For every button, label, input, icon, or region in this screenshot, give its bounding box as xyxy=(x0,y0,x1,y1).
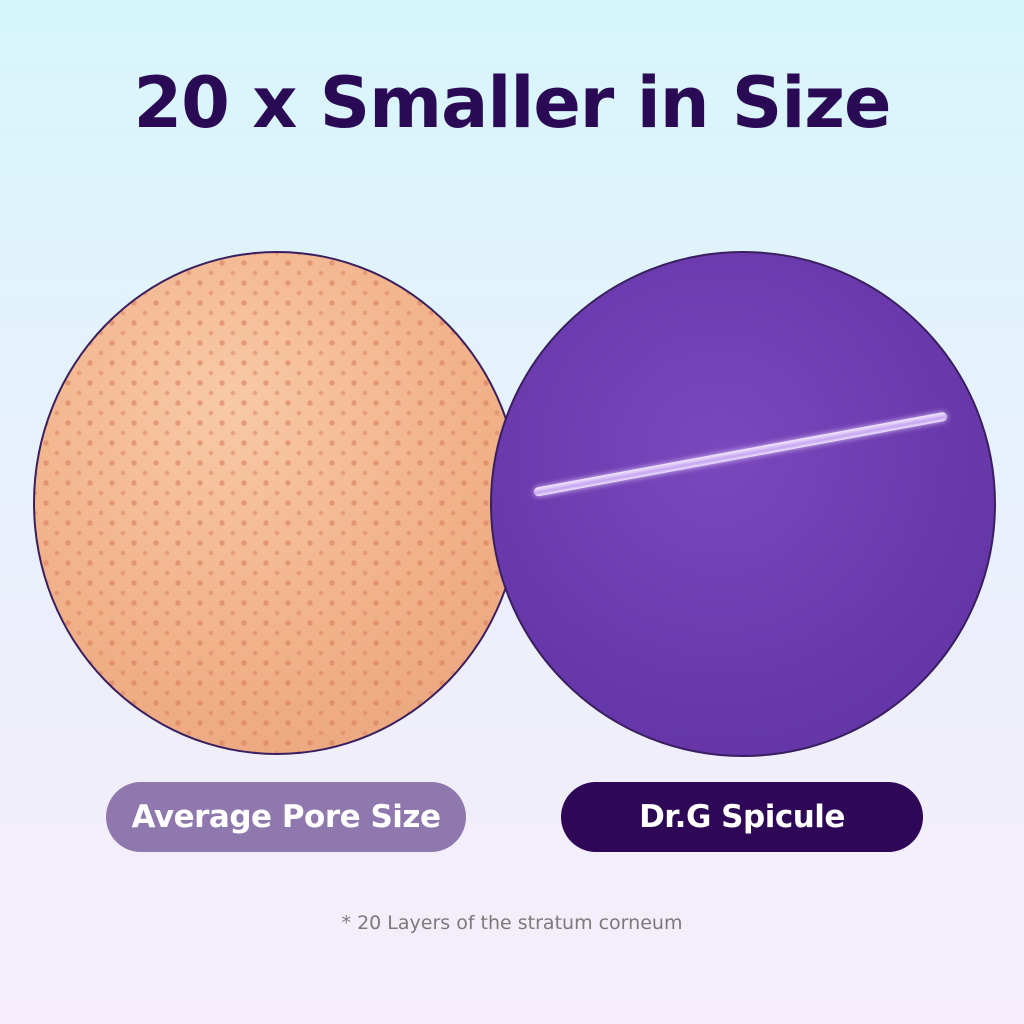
spicule-microscope-image xyxy=(490,251,996,757)
skin-pore-image xyxy=(33,251,521,755)
dr-g-spicule-label: Dr.G Spicule xyxy=(561,782,923,852)
headline: 20 x Smaller in Size xyxy=(133,62,891,144)
spicule-needle xyxy=(533,411,948,497)
average-pore-size-label: Average Pore Size xyxy=(106,782,466,852)
footnote: * 20 Layers of the stratum corneum xyxy=(341,912,683,934)
